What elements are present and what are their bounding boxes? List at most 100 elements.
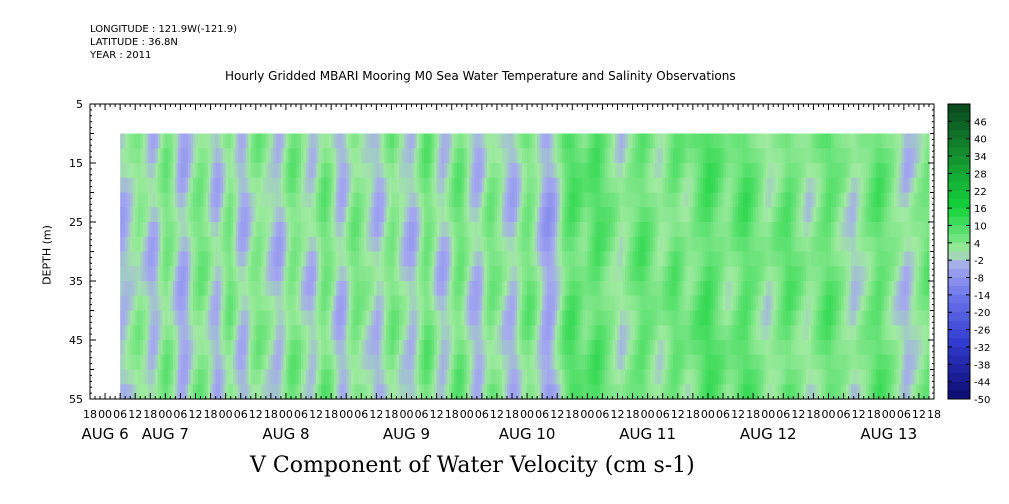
heatmap-cell xyxy=(363,310,367,326)
heatmap-cell xyxy=(670,325,674,341)
heatmap-cell xyxy=(770,325,774,341)
heatmap-cell xyxy=(368,148,372,164)
heatmap-cell xyxy=(650,177,654,194)
heatmap-cell xyxy=(429,207,433,223)
heatmap-cell xyxy=(474,236,478,253)
heatmap-cell xyxy=(371,384,375,400)
heatmap-cell xyxy=(253,207,257,223)
heatmap-cell xyxy=(373,177,377,194)
heatmap-cell xyxy=(338,177,342,194)
heatmap-cell xyxy=(358,340,362,356)
heatmap-cell xyxy=(338,148,342,164)
heatmap-cell xyxy=(562,192,566,208)
heatmap-cell xyxy=(263,177,267,194)
heatmap-cell xyxy=(579,222,583,238)
heatmap-cell xyxy=(167,222,171,238)
heatmap-cell xyxy=(509,163,513,179)
heatmap-cell xyxy=(353,295,357,312)
heatmap-cell xyxy=(167,384,171,400)
heatmap-cell xyxy=(439,295,443,312)
heatmap-cell xyxy=(537,310,541,326)
heatmap-cell xyxy=(506,354,511,371)
heatmap-cell xyxy=(225,177,229,194)
heatmap-cell xyxy=(527,148,531,164)
heatmap-cell xyxy=(579,369,583,385)
heatmap-cell xyxy=(353,133,357,149)
heatmap-cell xyxy=(150,369,154,385)
heatmap-cell xyxy=(537,281,541,297)
heatmap-cell xyxy=(255,340,259,356)
heatmap-cell xyxy=(351,281,355,297)
heatmap-cell xyxy=(805,325,809,341)
heatmap-cell xyxy=(290,133,295,149)
heatmap-cell xyxy=(285,251,290,267)
heatmap-cell xyxy=(542,177,546,194)
heatmap-cell xyxy=(539,310,543,326)
heatmap-cell xyxy=(625,222,629,238)
heatmap-cell xyxy=(260,192,264,208)
heatmap-cell xyxy=(594,207,598,223)
heatmap-cell xyxy=(436,369,440,385)
heatmap-cell xyxy=(765,192,769,208)
heatmap-cell xyxy=(537,222,541,238)
heatmap-cell xyxy=(783,207,787,223)
heatmap-cell xyxy=(120,325,124,341)
heatmap-cell xyxy=(288,295,292,312)
heatmap-cell xyxy=(461,177,465,194)
heatmap-cell xyxy=(170,148,174,164)
heatmap-cell xyxy=(785,133,789,149)
heatmap-cell xyxy=(250,369,254,385)
heatmap-cell xyxy=(172,236,176,253)
heatmap-cell xyxy=(187,310,192,326)
heatmap-cell xyxy=(484,281,488,297)
heatmap-cell xyxy=(363,369,367,385)
heatmap-cell xyxy=(813,222,817,238)
heatmap-cell xyxy=(253,192,257,208)
heatmap-cell xyxy=(712,310,717,326)
heatmap-cell xyxy=(215,133,219,149)
heatmap-cell xyxy=(348,192,352,208)
heatmap-cell xyxy=(700,177,704,194)
heatmap-cell xyxy=(243,192,247,208)
heatmap-cell xyxy=(381,354,385,371)
heatmap-cell xyxy=(589,192,593,208)
heatmap-cell xyxy=(650,369,654,385)
heatmap-cell xyxy=(363,192,367,208)
heatmap-cell xyxy=(712,177,717,194)
heatmap-cell xyxy=(414,222,418,238)
heatmap-cell xyxy=(733,133,737,149)
heatmap-cell xyxy=(594,340,598,356)
heatmap-cell xyxy=(233,133,237,149)
heatmap-cell xyxy=(627,222,631,238)
heatmap-cell xyxy=(499,340,503,356)
heatmap-cell xyxy=(273,295,277,312)
heatmap-cell xyxy=(723,148,727,164)
heatmap-cell xyxy=(597,354,601,371)
heatmap-cell xyxy=(346,295,350,312)
heatmap-cell xyxy=(574,133,578,149)
heatmap-cell xyxy=(594,354,598,371)
heatmap-cell xyxy=(579,295,583,312)
heatmap-cell xyxy=(336,266,340,282)
heatmap-cell xyxy=(790,133,794,149)
heatmap-cell xyxy=(514,177,518,194)
heatmap-cell xyxy=(625,266,629,282)
heatmap-cell xyxy=(444,163,448,179)
heatmap-cell xyxy=(142,163,146,179)
heatmap-cell xyxy=(172,281,176,297)
heatmap-cell xyxy=(122,133,126,149)
heatmap-cell xyxy=(697,340,701,356)
heatmap-cell xyxy=(700,340,704,356)
heatmap-cell xyxy=(464,163,468,179)
heatmap-cell xyxy=(755,325,759,341)
heatmap-cell xyxy=(333,266,337,282)
heatmap-cell xyxy=(720,133,724,149)
heatmap-cell xyxy=(386,369,390,385)
heatmap-cell xyxy=(230,340,234,356)
heatmap-cell xyxy=(383,295,387,312)
heatmap-cell xyxy=(323,384,327,400)
heatmap-cell xyxy=(258,148,262,164)
heatmap-cell xyxy=(441,192,445,208)
heatmap-cell xyxy=(230,133,234,149)
heatmap-cell xyxy=(509,133,513,149)
